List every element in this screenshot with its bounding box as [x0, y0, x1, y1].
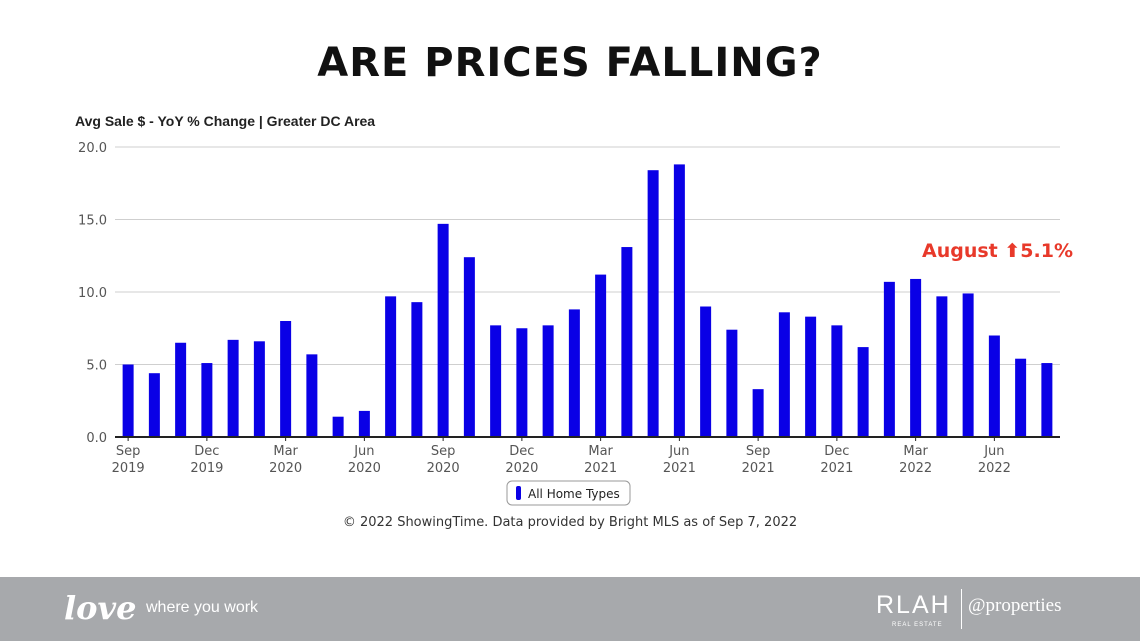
x-tick-year: 2020: [427, 461, 460, 476]
y-tick-label: 10.0: [78, 286, 107, 301]
bar: [332, 416, 344, 437]
x-tick-month: Sep: [746, 444, 771, 459]
footer-bar: love where you work RLAH REAL ESTATE @pr…: [0, 577, 1140, 641]
bar: [988, 335, 1000, 437]
bar: [805, 316, 817, 437]
x-tick-month: Dec: [824, 444, 849, 459]
x-tick-month: Dec: [509, 444, 534, 459]
bar: [306, 354, 318, 437]
love-logo: love: [64, 589, 137, 627]
footer-tagline: where you work: [146, 599, 259, 616]
bar: [883, 281, 895, 437]
source-note: © 2022 ShowingTime. Data provided by Bri…: [343, 515, 797, 530]
x-tick-month: Dec: [194, 444, 219, 459]
bar: [148, 373, 160, 437]
bar: [122, 364, 134, 437]
properties-logo: @properties: [968, 595, 1062, 616]
bar: [175, 342, 187, 437]
x-tick-year: 2020: [505, 461, 538, 476]
bar: [700, 306, 712, 437]
bar: [490, 325, 502, 437]
y-tick-label: 0.0: [86, 431, 107, 446]
x-tick-month: Jun: [668, 444, 689, 459]
x-tick-year: 2020: [269, 461, 302, 476]
bar: [1015, 358, 1027, 437]
bar: [726, 329, 738, 437]
bar: [621, 247, 633, 437]
x-tick-month: Mar: [588, 444, 613, 459]
x-tick-year: 2021: [584, 461, 617, 476]
rlah-subtitle: REAL ESTATE: [892, 622, 943, 628]
chart: Avg Sale $ - YoY % Change | Greater DC A…: [75, 113, 1073, 530]
bar: [227, 339, 239, 437]
bar: [595, 274, 607, 437]
bar: [778, 312, 790, 437]
rlah-logo: RLAH: [876, 591, 951, 619]
bar: [253, 341, 265, 437]
x-tick-year: 2021: [742, 461, 775, 476]
x-tick-year: 2022: [899, 461, 932, 476]
bar: [1041, 363, 1053, 437]
x-tick-month: Mar: [273, 444, 298, 459]
x-tick-year: 2022: [978, 461, 1011, 476]
y-tick-label: 5.0: [86, 359, 107, 374]
bar: [831, 325, 843, 437]
bar: [752, 389, 764, 437]
bar: [673, 164, 685, 437]
y-tick-label: 20.0: [78, 141, 107, 156]
legend-label: All Home Types: [528, 487, 620, 501]
logo-divider: [961, 589, 962, 629]
x-tick-year: 2019: [190, 461, 223, 476]
bar: [647, 170, 659, 437]
x-tick-month: Sep: [431, 444, 456, 459]
x-tick-year: 2021: [820, 461, 853, 476]
x-tick-year: 2019: [112, 461, 145, 476]
bar: [201, 363, 213, 437]
bar: [936, 296, 948, 437]
slide-title: ARE PRICES FALLING?: [317, 40, 823, 86]
bar: [463, 257, 475, 437]
x-tick-year: 2020: [348, 461, 381, 476]
x-tick-month: Jun: [983, 444, 1004, 459]
x-tick-month: Sep: [116, 444, 141, 459]
x-tick-year: 2021: [663, 461, 696, 476]
bar: [516, 328, 528, 437]
x-tick-month: Mar: [903, 444, 928, 459]
bar: [358, 410, 370, 437]
chart-title: Avg Sale $ - YoY % Change | Greater DC A…: [75, 113, 375, 129]
bar: [962, 293, 974, 437]
y-tick-label: 15.0: [78, 214, 107, 229]
x-tick-month: Jun: [353, 444, 374, 459]
annotation-label: August ⬆5.1%: [922, 240, 1073, 262]
bar: [411, 302, 423, 437]
bar: [385, 296, 397, 437]
legend-swatch: [516, 486, 521, 500]
bar: [568, 309, 580, 437]
bar: [542, 325, 554, 437]
bar: [910, 278, 922, 437]
bar: [437, 223, 449, 437]
legend-box: [506, 480, 631, 506]
bar: [280, 321, 292, 437]
bar: [857, 347, 869, 437]
